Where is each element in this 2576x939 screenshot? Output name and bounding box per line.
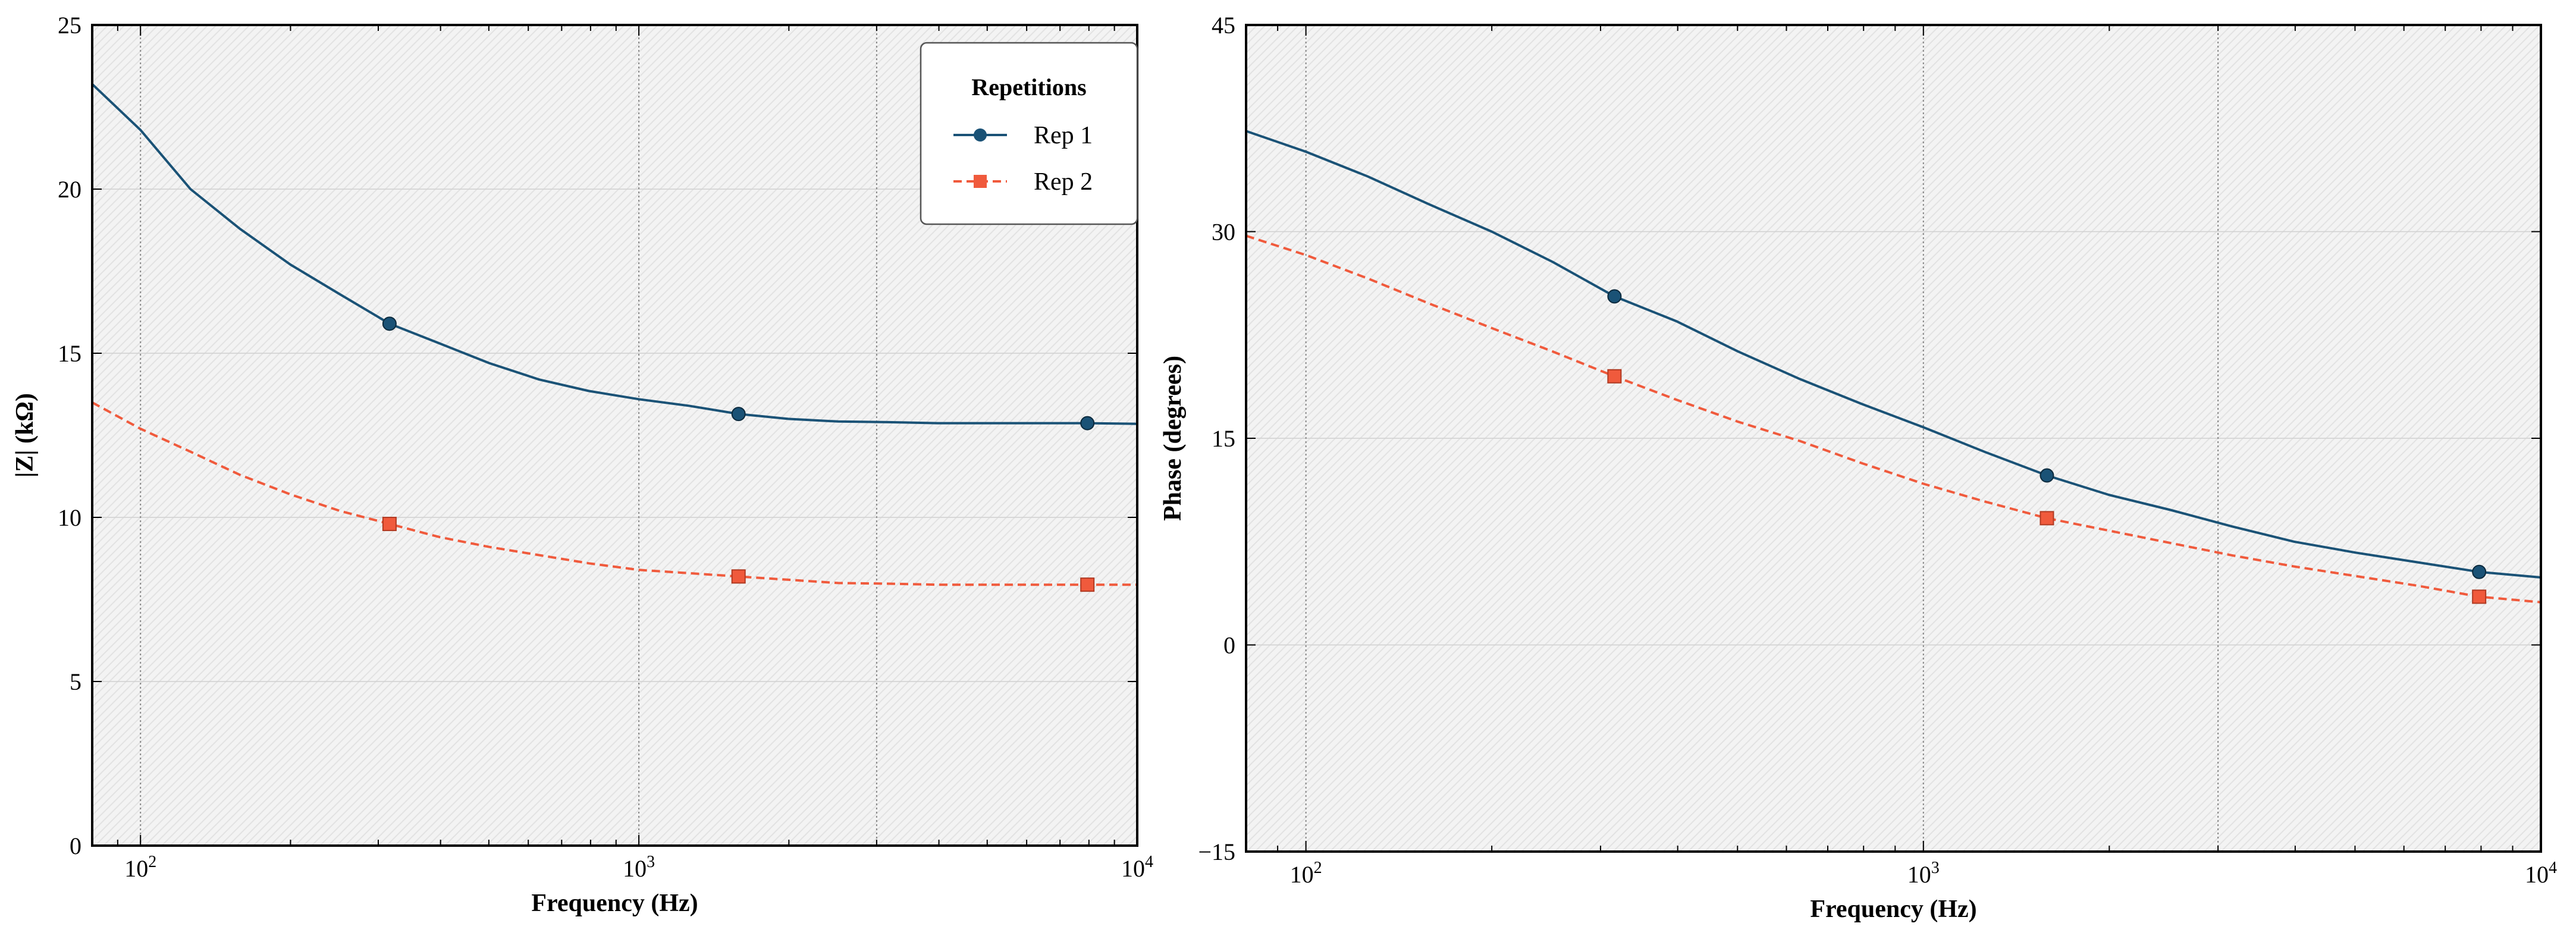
legend: Repetitions Rep 1 Rep 2 (920, 42, 1138, 225)
data-point (2472, 589, 2487, 604)
y-axis-label: Phase (degrees) (1159, 356, 1187, 521)
x-axis-label: Frequency (Hz) (531, 890, 698, 917)
data-point (731, 569, 746, 584)
x-tick-label: 104 (2525, 859, 2557, 888)
y-tick-label: 15 (1212, 425, 1235, 452)
series-line-rep-2 (92, 401, 1137, 586)
y-axis-label: |Z| (kΩ) (11, 393, 39, 478)
axes-frame (1245, 24, 2542, 853)
legend-entry: Rep 1 (1034, 122, 1093, 149)
y-tick-label: 15 (58, 340, 81, 367)
y-tick-label: 45 (1212, 12, 1235, 39)
data-point (731, 407, 746, 422)
legend-entry: Rep 2 (1034, 168, 1093, 196)
phase-chart: −15 0 15 30 45 102 103 104 Frequency (Hz) Phase (… (1159, 12, 2557, 923)
y-tick-label: 20 (58, 176, 81, 203)
x-tick-label: 103 (1907, 859, 1940, 888)
axes-frame (91, 24, 1138, 847)
legend-marker (974, 128, 987, 142)
x-tick-label: 102 (124, 853, 156, 882)
legend-marker (974, 175, 987, 188)
data-point (1080, 577, 1095, 592)
data-point (1080, 416, 1095, 431)
data-point (382, 316, 397, 331)
y-tick-label: 25 (58, 12, 81, 39)
data-point (382, 517, 397, 532)
x-tick-label: 104 (1121, 853, 1153, 882)
x-axis-label: Frequency (Hz) (1810, 896, 1976, 923)
y-tick-label: −15 (1198, 838, 1235, 865)
data-point (1607, 369, 1622, 384)
y-tick-label: 0 (70, 833, 81, 859)
legend-box (920, 42, 1138, 225)
series-line-rep-1 (1245, 130, 2542, 579)
series-line-rep-2 (1245, 234, 2542, 604)
x-tick-label: 102 (1290, 859, 1322, 888)
y-tick-label: 10 (58, 504, 81, 531)
data-point (2040, 468, 2054, 483)
legend-title: Repetitions (971, 74, 1086, 101)
data-point (2040, 511, 2054, 526)
data-point (1607, 289, 1622, 304)
x-tick-label: 103 (623, 853, 655, 882)
y-tick-label: 30 (1212, 219, 1235, 246)
y-tick-label: 5 (70, 668, 81, 695)
impedance-magnitude-chart: 0 5 10 15 20 25 102 103 104 Frequency (Hz) |Z| (kΩ… (11, 12, 1153, 917)
series-line-rep-1 (91, 83, 1138, 425)
y-tick-label: 0 (1223, 632, 1235, 659)
data-point (2472, 564, 2487, 579)
